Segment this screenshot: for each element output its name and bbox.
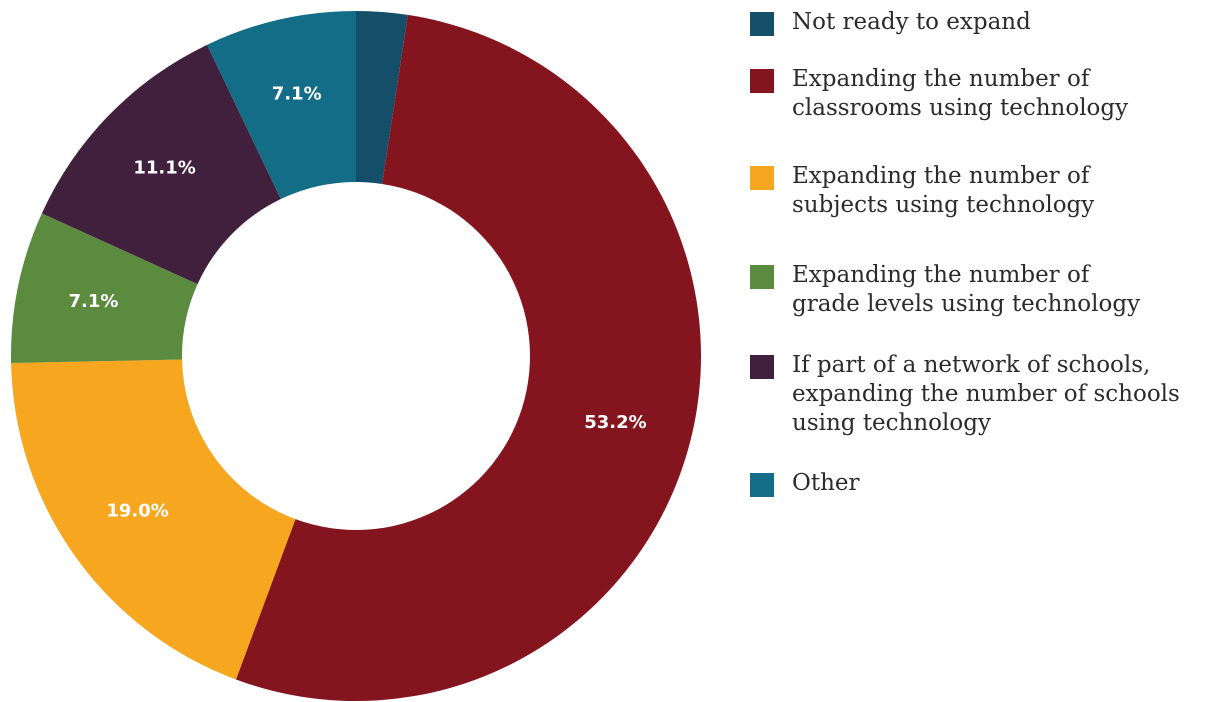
legend-item: If part of a network of schools, expandi…: [750, 351, 1210, 438]
legend-label: If part of a network of schools, expandi…: [792, 352, 1180, 436]
legend-swatch: [750, 355, 774, 379]
legend-swatch: [750, 473, 774, 497]
legend: Not ready to expand Expanding the number …: [750, 8, 1210, 498]
slice-data-label: 11.1%: [133, 157, 195, 178]
legend-swatch: [750, 12, 774, 36]
legend-item: Not ready to expand: [750, 8, 1210, 37]
legend-item: Expanding the number of classrooms using…: [750, 65, 1210, 123]
donut-chart: 53.2% 19.0% 7.1% 11.1% 7.1%: [10, 11, 701, 701]
donut-slice: [207, 11, 356, 200]
slice-data-label: 7.1%: [69, 291, 119, 312]
legend-swatch: [750, 69, 774, 93]
slice-data-label: 53.2%: [584, 412, 646, 433]
donut-slice: [11, 359, 296, 680]
legend-label: Not ready to expand: [792, 9, 1031, 35]
legend-label: Expanding the number of grade levels usi…: [792, 262, 1141, 317]
donut-slice: [235, 14, 701, 701]
legend-label: Expanding the number of classrooms using…: [792, 66, 1129, 121]
donut-slice: [41, 44, 281, 285]
slice-data-label: 19.0%: [106, 500, 168, 521]
legend-item: Expanding the number of subjects using t…: [750, 162, 1210, 220]
legend-label: Expanding the number of subjects using t…: [792, 163, 1095, 218]
legend-label: Other: [792, 470, 860, 496]
legend-swatch: [750, 166, 774, 190]
legend-item: Expanding the number of grade levels usi…: [750, 261, 1210, 319]
slice-data-label: 7.1%: [272, 84, 322, 105]
donut-slice: [10, 213, 198, 364]
legend-swatch: [750, 265, 774, 289]
donut-slice: [356, 11, 408, 184]
legend-item: Other: [750, 469, 1210, 498]
